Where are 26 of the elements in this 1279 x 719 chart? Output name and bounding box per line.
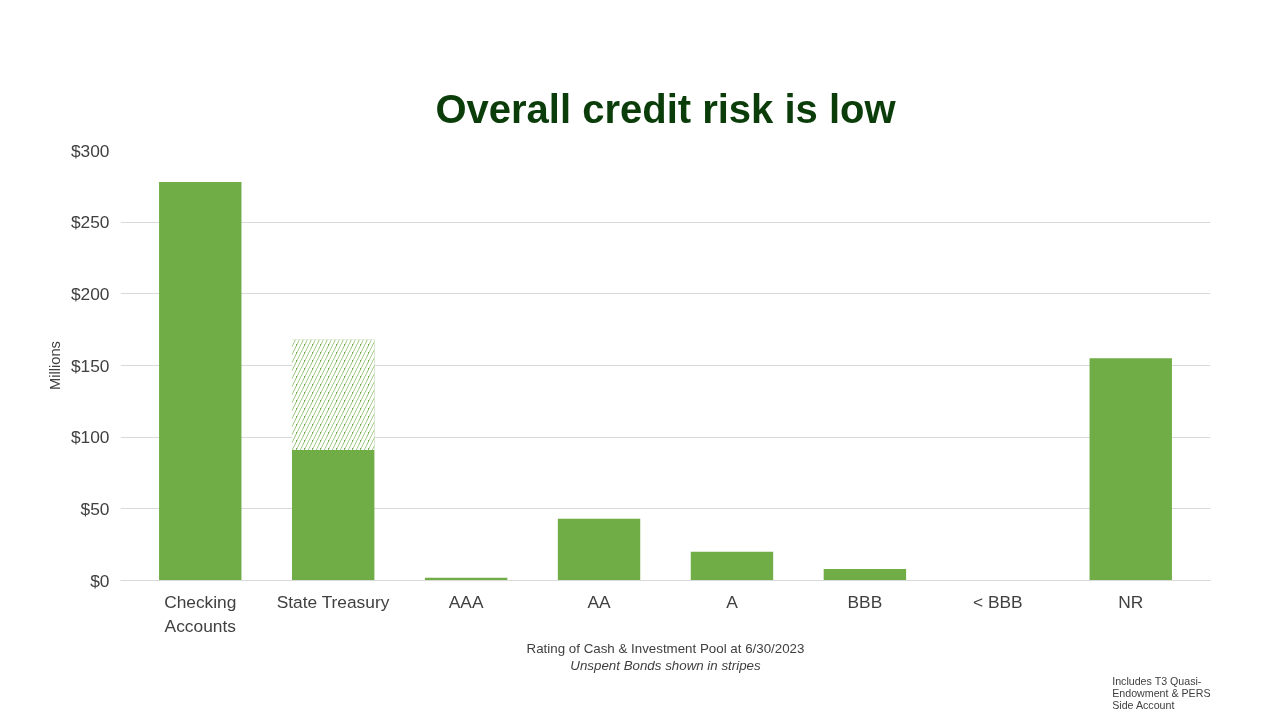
chart-title: Overall credit risk is low [435, 86, 897, 131]
y-tick-label: $300 [70, 140, 110, 161]
text: Unspent Bonds shown in stripes [570, 657, 762, 673]
bar [291, 450, 375, 581]
x-tick-label: State Treasury [276, 591, 390, 612]
y-tick-label: $150 [70, 355, 110, 376]
y-tick-label: $0 [90, 570, 110, 591]
x-tick-label: < BBB [973, 591, 1023, 612]
text: Rating of Cash & Investment Pool at 6/30/2023 [526, 640, 805, 656]
x-tick-label: AA [587, 591, 612, 612]
bar [557, 518, 641, 581]
y-tick-label: $100 [70, 427, 110, 448]
bar [159, 182, 242, 581]
x-tick-label: BBB [847, 591, 883, 612]
x-tick-label: NR [1118, 591, 1144, 612]
bar [1089, 358, 1172, 581]
x-tick-label: AAA [448, 591, 484, 612]
y-tick-label: $200 [70, 283, 110, 304]
text: Includes T3 Quasi-Endowment & PERS Side Account [1112, 674, 1211, 711]
bar [690, 551, 774, 581]
x-tick-label: A [726, 591, 739, 612]
y-tick-label: $50 [80, 498, 110, 519]
x-tick-label: Checking Accounts [164, 591, 237, 636]
bar [823, 569, 907, 581]
y-axis-title: Millions [46, 341, 63, 390]
y-tick-label: $250 [70, 212, 110, 233]
